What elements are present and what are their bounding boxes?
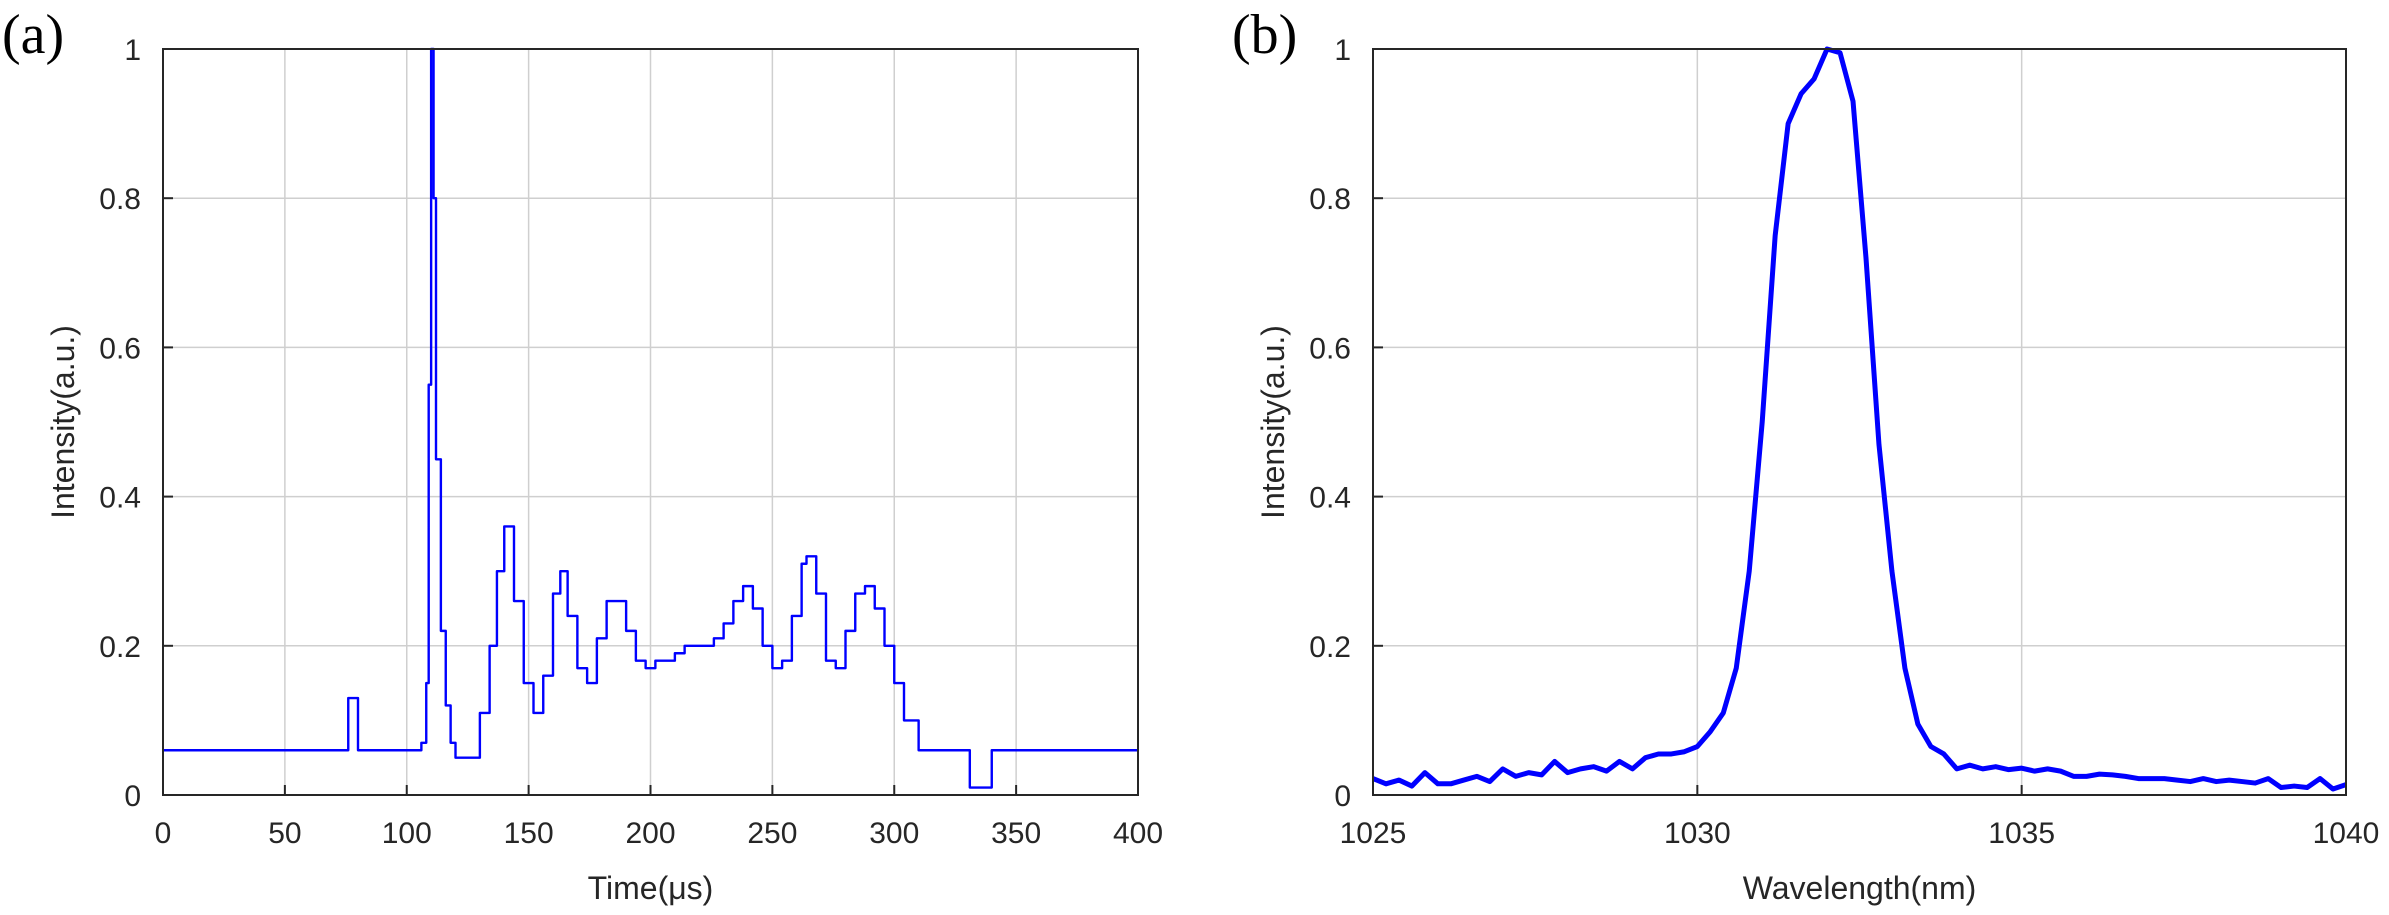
y-axis-label: Intensity(a.u.)	[1255, 325, 1291, 519]
panel-label: (b)	[1232, 4, 1297, 66]
y-tick-label: 0.8	[1309, 183, 1351, 216]
x-tick-label: 250	[747, 817, 797, 850]
panel-b: 1025 1030 1035 1040 0 0.2 0.4 0.6 0.8 1 Wavelength…	[1232, 4, 2379, 906]
x-axis-label: Time(μs)	[588, 870, 714, 906]
y-tick-label: 1	[124, 34, 141, 67]
y-tick-label: 0.8	[99, 183, 141, 216]
y-axis-label: Intensity(a.u.)	[45, 325, 81, 519]
y-tick-label: 0.2	[99, 631, 141, 664]
panel-a: 0 50 100 150 200 250 300 350 400 0 0.2 0.4 0.6 0.8 1 Ti…	[2, 4, 1163, 906]
x-tick-label: 50	[268, 817, 301, 850]
x-tick-label: 1040	[2313, 817, 2380, 850]
x-axis-label: Wavelength(nm)	[1743, 870, 1977, 906]
panel-label: (a)	[2, 4, 64, 66]
x-tick-label: 300	[869, 817, 919, 850]
y-tick-label: 0.6	[99, 332, 141, 365]
y-tick-label: 0.2	[1309, 631, 1351, 664]
x-tick-label: 350	[991, 817, 1041, 850]
y-tick-label: 0	[1334, 780, 1351, 813]
y-tick-label: 1	[1334, 34, 1351, 67]
y-tick-label: 0.4	[1309, 482, 1351, 515]
data-series-line	[1373, 46, 2346, 792]
x-tick-label: 400	[1113, 817, 1163, 850]
y-tick-label: 0.4	[99, 482, 141, 515]
x-tick-label: 200	[625, 817, 675, 850]
y-tick-label: 0.6	[1309, 332, 1351, 365]
x-tick-label: 150	[504, 817, 554, 850]
x-tick-label: 1025	[1340, 817, 1407, 850]
x-tick-label: 1030	[1664, 817, 1731, 850]
axes-frame	[1372, 48, 2347, 796]
x-tick-label: 1035	[1988, 817, 2055, 850]
x-tick-label: 0	[155, 817, 172, 850]
y-tick-label: 0	[124, 780, 141, 813]
x-tick-label: 100	[382, 817, 432, 850]
